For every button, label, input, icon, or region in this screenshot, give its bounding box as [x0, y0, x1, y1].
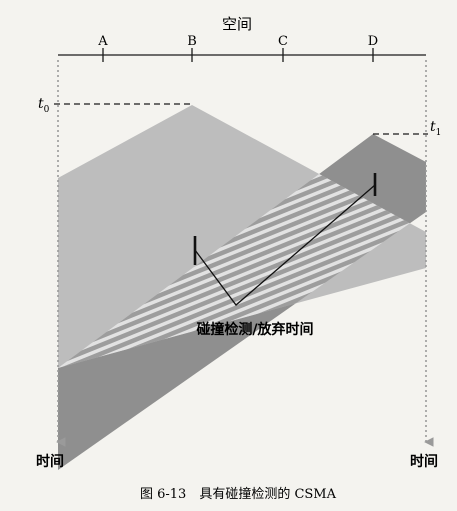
time-label-left: 时间	[36, 453, 64, 470]
overlap-region	[58, 134, 426, 368]
time-label-right: 时间	[410, 453, 438, 470]
node-c-label: C	[278, 34, 288, 49]
t0-label: t0	[38, 96, 50, 115]
node-d-label: D	[368, 34, 378, 49]
space-axis-title: 空间	[222, 15, 252, 33]
node-b-label: B	[187, 34, 197, 49]
t1-label: t1	[430, 119, 441, 138]
annotation-pointer	[194, 184, 376, 306]
figure-caption: 图 6-13 具有碰撞检测的 CSMA	[140, 486, 337, 502]
annotation-label: 碰撞检测/放弃时间	[196, 321, 313, 338]
node-a-label: A	[97, 34, 108, 49]
